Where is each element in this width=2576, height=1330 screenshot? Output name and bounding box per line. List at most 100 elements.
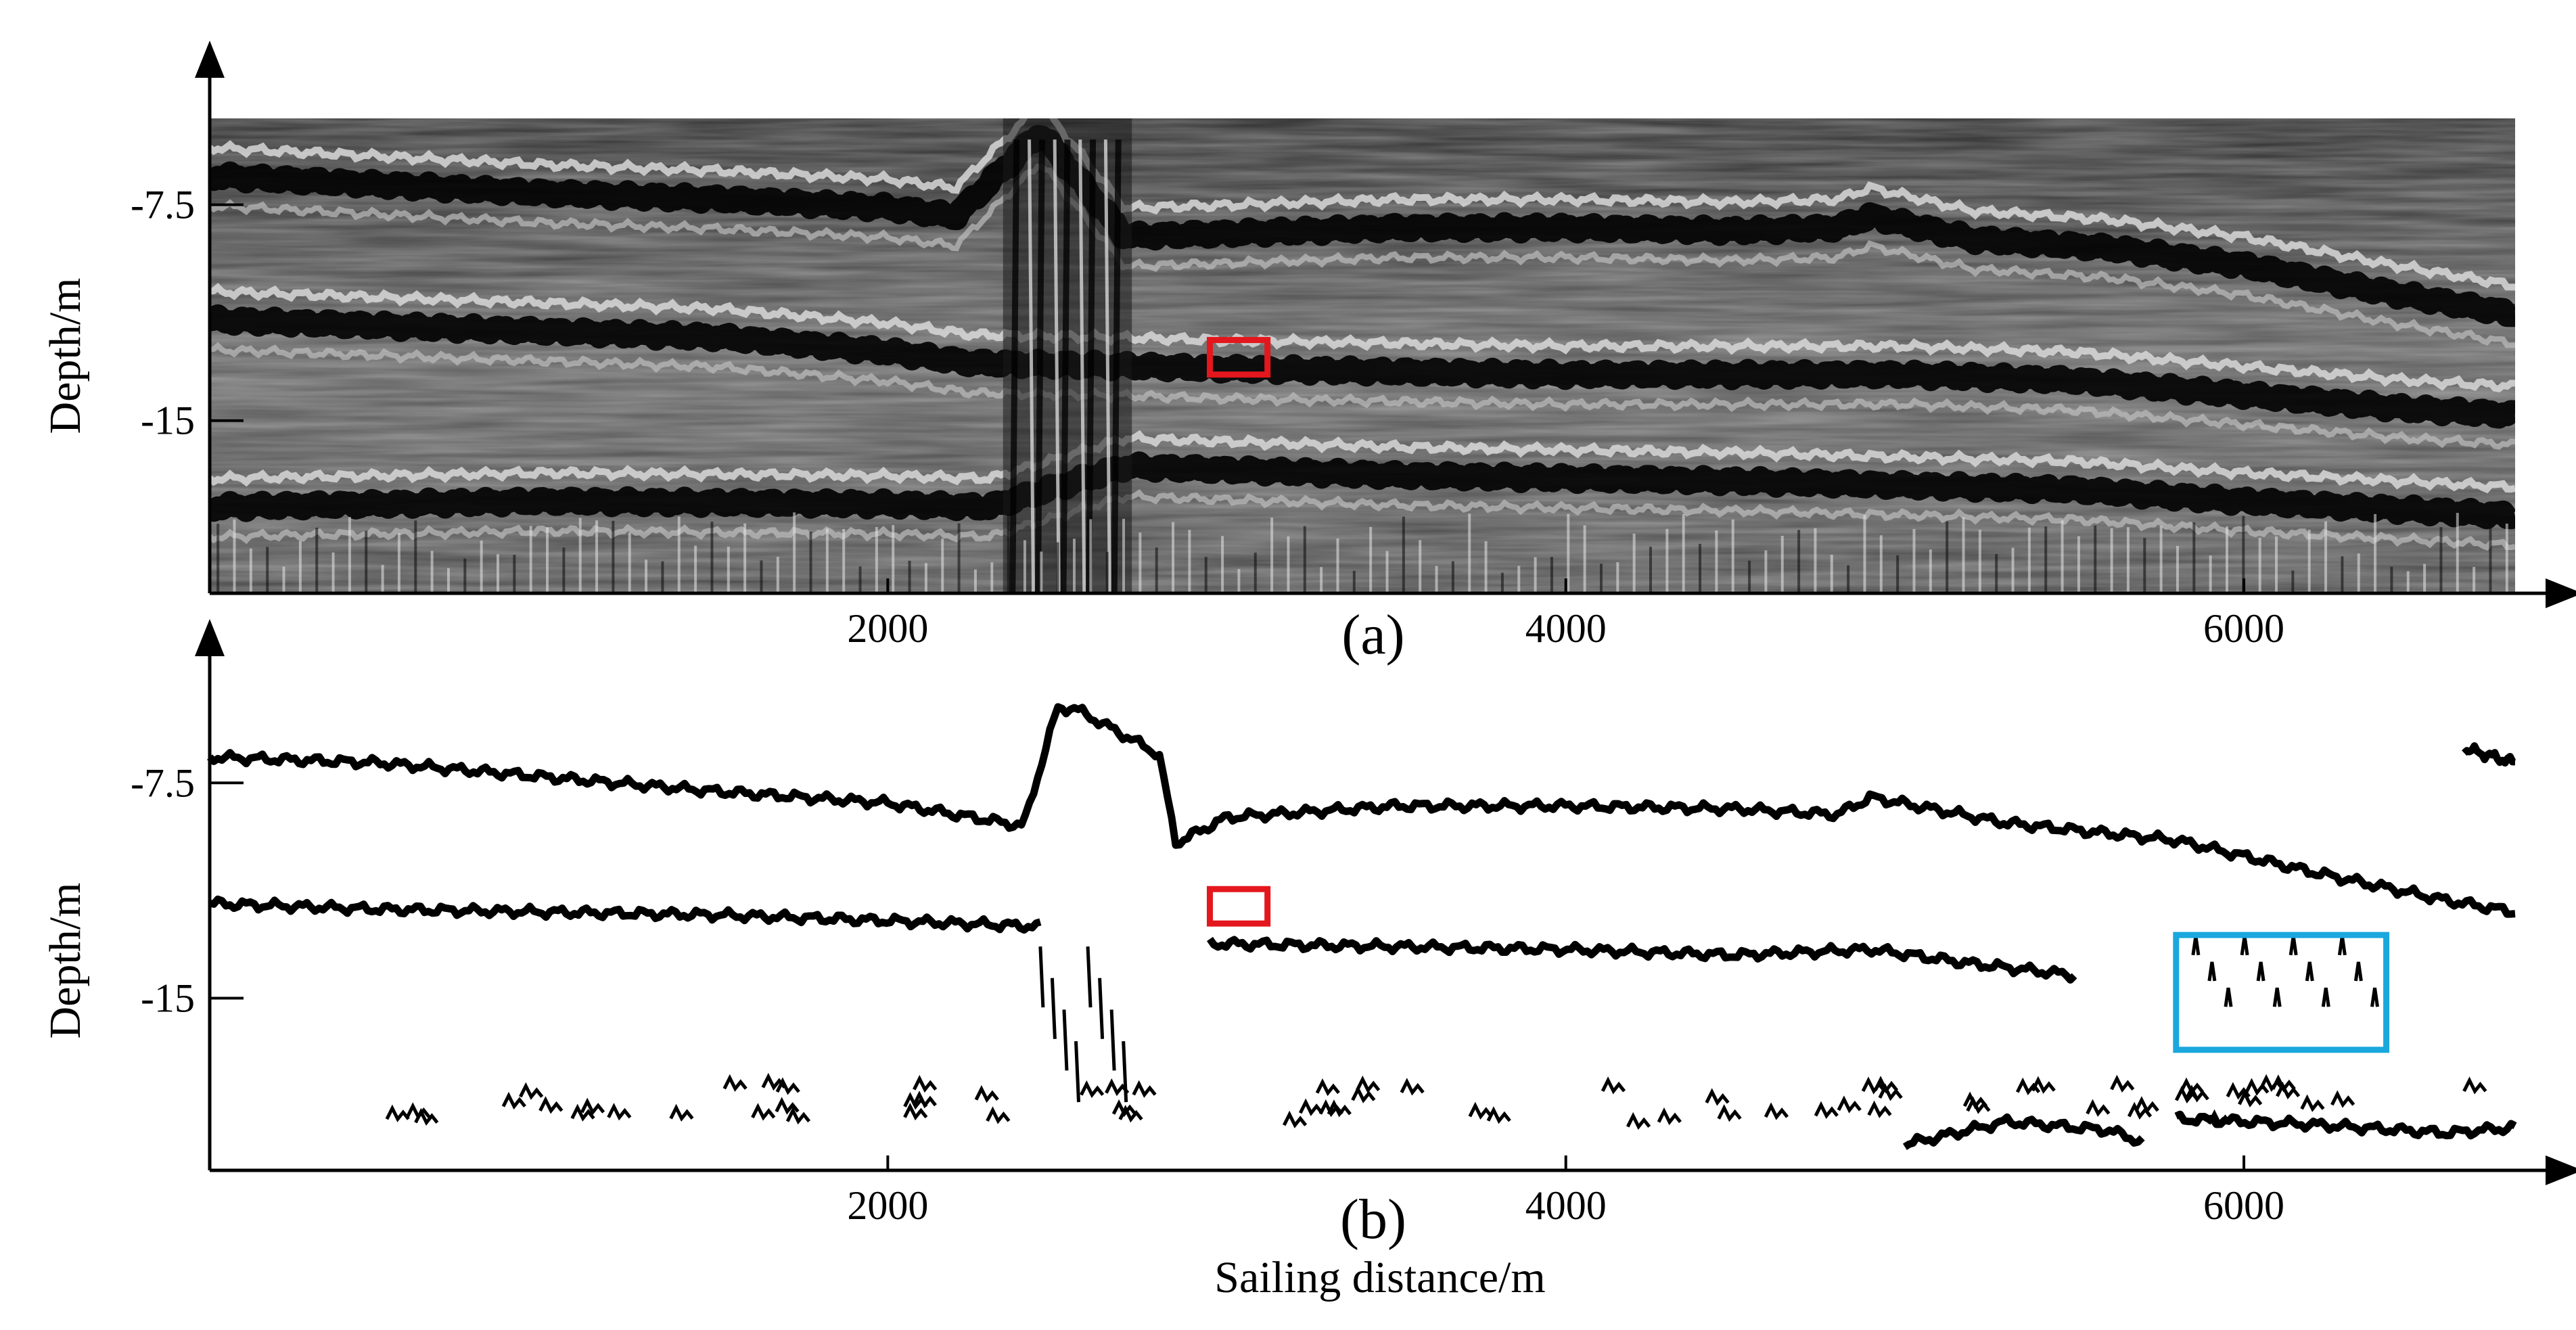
panel-a-disturbed-streak <box>1028 139 1036 593</box>
panel-b-x-tick-label: 6000 <box>2203 1183 2284 1228</box>
panel-a-reflector-bright <box>210 430 2515 494</box>
panel-a-reflector-bright <box>210 283 2515 392</box>
panel-b-label: (b) <box>1340 1188 1406 1251</box>
panel-a-disturbed-streak <box>1053 139 1061 593</box>
panel-b-fragment <box>607 1103 632 1121</box>
panel-b-fragment <box>1486 1106 1511 1124</box>
panel-b-fragment <box>1814 1101 1839 1120</box>
panel-b-traces <box>207 703 2517 1150</box>
panel-b-fragment <box>2259 1074 2284 1093</box>
panel-a-disturbed-streak <box>1111 139 1122 593</box>
panel-b-fragment <box>2330 1090 2355 1108</box>
panel-a-y-tick-label: -15 <box>141 398 195 443</box>
panel-b-fragment <box>538 1096 564 1114</box>
panel-b-fragment <box>1764 1102 1789 1120</box>
panel-b-fragment <box>1966 1096 1991 1114</box>
panel-b-fragment <box>1705 1088 1730 1106</box>
panel-b-fragment <box>1122 1040 1128 1103</box>
panel-b-fragment <box>2179 1077 2204 1095</box>
panel-b-fragment <box>2134 1096 2159 1114</box>
panel-b-horizon-line <box>1206 936 2077 984</box>
panel-a-disturbed-streak <box>1060 139 1071 593</box>
panel-b-fragment <box>2288 936 2298 956</box>
panel-b: 2000 4000 6000 -7.5 -15 Depth/m (b) Sailing … <box>41 619 2576 1302</box>
panel-b-ylabel: Depth/m <box>41 883 90 1039</box>
panel-b-fragment <box>414 1107 439 1126</box>
panel-b-y-tick-label: -15 <box>141 976 195 1020</box>
panel-b-annotations <box>1206 886 2390 1053</box>
panel-b-x-tick-label: 2000 <box>847 1183 928 1228</box>
panel-a-reflector-bright <box>210 163 2515 348</box>
panel-b-fragment <box>1861 1076 1886 1095</box>
panel-b-fragment <box>2031 1076 2056 1094</box>
panel-b-fragment <box>1657 1107 1682 1126</box>
panel-b-fragment <box>570 1103 595 1122</box>
panel-b-fragment <box>1038 946 1045 1008</box>
panel-b-y-axis-arrow <box>195 619 225 656</box>
panel-b-fragment <box>1351 1085 1376 1103</box>
panel-a-axes <box>195 41 2576 608</box>
panel-a-reflector-dark <box>210 451 2515 530</box>
panel-a-ticks: 2000 4000 6000 -7.5 -15 <box>131 183 2284 651</box>
panel-a-label: (a) <box>1341 603 1404 666</box>
panel-b-ticks: 2000 4000 6000 -7.5 -15 <box>131 760 2284 1228</box>
panel-b-fragment <box>2240 936 2249 956</box>
panel-b-fragment <box>1132 1080 1157 1098</box>
panel-b-fragment <box>2224 987 2233 1007</box>
panel-a-disturbed-streak <box>1078 139 1086 593</box>
panel-b-fragment <box>903 1103 928 1121</box>
panel-b-fragment <box>2271 1074 2296 1093</box>
panel-a-highlight-box-1 <box>1206 337 1271 378</box>
panel-a-x-tick-label: 2000 <box>847 606 928 651</box>
panel-b-fragment <box>2256 961 2266 982</box>
panel-b-fragment <box>385 1104 410 1122</box>
panel-a-x-tick-label: 4000 <box>1525 606 1607 651</box>
panel-a-y-tick-label: -7.5 <box>131 183 195 227</box>
panel-b-fragment <box>1318 1099 1343 1118</box>
panel-b-fragment <box>1400 1078 1425 1096</box>
panel-b-fragment <box>2191 936 2201 956</box>
panel-b-fragment <box>2276 1081 2301 1100</box>
panel-b-x-axis-arrow <box>2546 1155 2576 1185</box>
panel-b-x-tick-label: 4000 <box>1525 1183 1607 1228</box>
panel-b-fragment <box>1327 1099 1352 1118</box>
panel-b-fragment <box>2370 987 2379 1007</box>
panel-b-fragment <box>2353 961 2363 982</box>
panel-b-fragment <box>501 1091 526 1110</box>
panel-a-reflector-dark <box>210 124 2515 327</box>
panel-b-fragment <box>1601 1076 1626 1095</box>
panel-b-fragment <box>1356 1075 1381 1094</box>
panel-a-reflector-bright <box>210 489 2515 551</box>
panel-b-horizon-line <box>2462 742 2516 767</box>
panel-b-fragment <box>1717 1104 1742 1122</box>
panel-b-fragment <box>1878 1083 1903 1101</box>
panel-b-fragment <box>785 1107 811 1125</box>
panel-a-reflector-bright <box>210 342 2515 450</box>
panel-b-fragment <box>1867 1100 1892 1118</box>
panel-b-fragment <box>1468 1101 1493 1120</box>
panel-b-y-tick-label: -7.5 <box>131 760 195 805</box>
panel-b-fragment <box>1062 1009 1069 1071</box>
panel-b-fragment <box>2207 961 2217 982</box>
panel-b-fragment <box>2110 1074 2135 1093</box>
panel-b-fragment <box>2337 936 2347 956</box>
panel-b-horizon-line <box>1902 1113 2145 1150</box>
panel-a-y-axis-arrow <box>195 41 225 78</box>
panel-b-fragment <box>2245 1078 2270 1096</box>
panel-b-fragment <box>2272 987 2282 1007</box>
panel-b-fragment <box>580 1097 605 1116</box>
panel-a-reflector-bright <box>210 118 2515 291</box>
panel-b-fragment <box>2462 1076 2487 1095</box>
panel-b-fragment <box>1109 1009 1116 1071</box>
panel-a: 2000 4000 6000 -7.5 -15 Depth/m (a) <box>41 41 2576 666</box>
panel-b-fragment <box>2184 1084 2209 1103</box>
panel-a-disturbed-streak <box>1009 139 1020 593</box>
panel-b-axes <box>195 619 2576 1185</box>
panel-b-fragment <box>1074 1040 1081 1103</box>
panel-a-reflector-dark <box>210 304 2515 429</box>
panel-a-disturbed-streak <box>1086 139 1097 593</box>
panel-a-disturbed-streak <box>1034 139 1045 593</box>
panel-b-fragment <box>1111 1099 1137 1118</box>
panel-b-fragment <box>1282 1110 1308 1128</box>
